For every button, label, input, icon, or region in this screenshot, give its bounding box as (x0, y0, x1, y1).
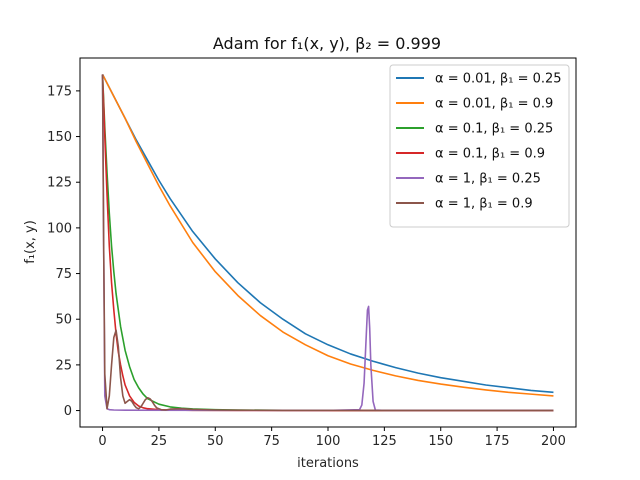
y-axis-label: f₁(x, y) (23, 220, 38, 264)
series-line-5 (101, 74, 554, 412)
series-line-2 (101, 74, 554, 397)
legend-label: α = 0.1, β₁ = 0.25 (435, 122, 553, 137)
legend: α = 0.01, β₁ = 0.25 α = 0.01, β₁ = 0.9 α =… (389, 64, 570, 228)
y-tick-label: 75 (55, 267, 72, 282)
x-tick-label: 25 (151, 434, 168, 449)
series-line-1 (101, 74, 554, 394)
x-tick-label: 50 (207, 434, 224, 449)
x-axis: 0 25 50 75 100 125 150 175 200 (98, 427, 566, 449)
legend-label: α = 1, β₁ = 0.25 (435, 172, 541, 187)
plot-area (101, 74, 554, 412)
legend-label: α = 0.01, β₁ = 0.25 (435, 72, 562, 87)
y-tick-label: 0 (64, 404, 72, 419)
x-tick-label: 175 (485, 434, 510, 449)
legend-label: α = 0.01, β₁ = 0.9 (435, 97, 553, 112)
legend-label: α = 1, β₁ = 0.9 (435, 197, 533, 212)
x-tick-label: 75 (263, 434, 280, 449)
series-line-6 (101, 74, 554, 412)
x-tick-label: 200 (541, 434, 566, 449)
y-tick-label: 25 (55, 358, 72, 373)
x-tick-label: 125 (372, 434, 397, 449)
y-tick-label: 125 (47, 176, 72, 191)
y-axis: 0 25 50 75 100 125 150 175 (47, 84, 80, 419)
x-tick-label: 150 (428, 434, 453, 449)
x-tick-label: 0 (98, 434, 106, 449)
legend-box (389, 64, 570, 228)
x-axis-label: iterations (297, 456, 359, 471)
y-tick-label: 150 (47, 130, 72, 145)
y-tick-label: 175 (47, 84, 72, 99)
y-tick-label: 50 (55, 313, 72, 328)
chart-title: Adam for f₁(x, y), β₂ = 0.999 (213, 34, 441, 53)
legend-label: α = 0.1, β₁ = 0.9 (435, 147, 545, 162)
y-tick-label: 100 (47, 221, 72, 236)
x-tick-label: 100 (316, 434, 341, 449)
